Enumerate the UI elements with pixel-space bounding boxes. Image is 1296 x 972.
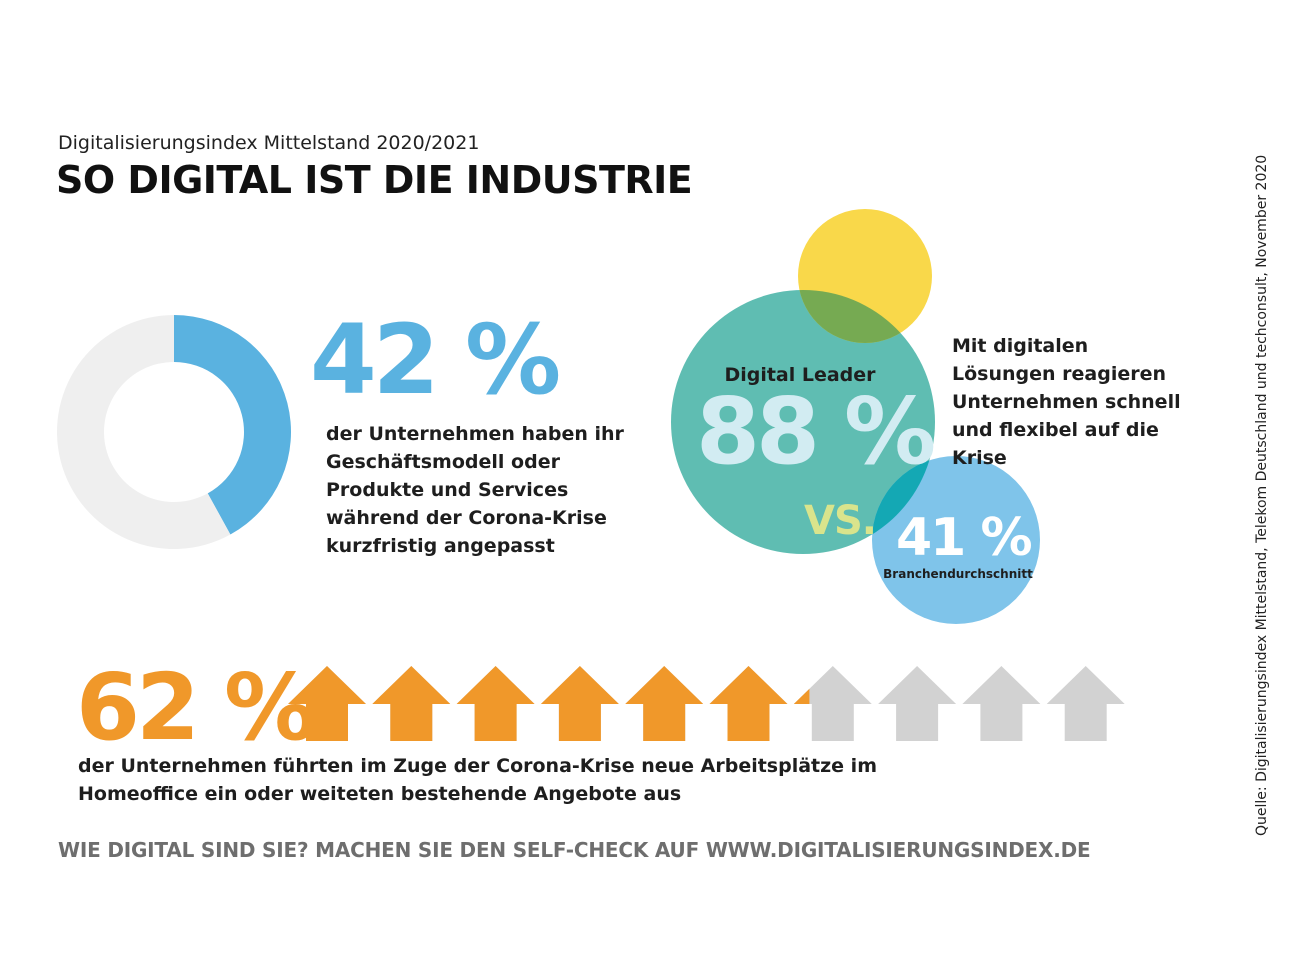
venn-comparison [671,209,1040,624]
homeoffice-description: der Unternehmen führten im Zuge der Coro… [78,755,877,805]
donut-description: der Unternehmen haben ihr Geschäftsmodel… [326,423,624,557]
versus-label: VS. [804,498,877,544]
house-empty-part [962,666,1041,741]
branchendurchschnitt-percentage: 41 % [896,508,1033,568]
house-filled-part [709,666,788,741]
self-check-cta: WIE DIGITAL SIND SIE? MACHEN SIE DEN SEL… [58,838,1091,862]
donut-chart [57,315,292,549]
digital-leader-percentage: 88 % [696,378,936,485]
donut-slice-nicht-angepasst [57,315,231,549]
house-icon [793,666,872,741]
branchendurchschnitt-circle [872,456,1040,624]
house-icon [372,666,451,741]
house-icon [962,666,1041,741]
digital-leader-description: Mit digitalen Lösungen reagieren Unterne… [952,335,1181,469]
house-icon [540,666,619,741]
house-empty-part [878,666,957,741]
house-filled-part [456,666,535,741]
house-filled-part [540,666,619,741]
house-icon-row [288,666,1125,741]
subtitle: Digitalisierungsindex Mittelstand 2020/2… [58,132,480,154]
donut-percentage-label: 42 % [310,304,561,416]
house-filled-part [793,666,810,741]
house-filled-part [625,666,704,741]
source-note: Quelle: Digitalisierungsindex Mittelstan… [1254,154,1270,836]
donut-slice-angepasst [174,315,292,535]
digital-leader-circle [671,290,935,554]
page-title: SO DIGITAL IST DIE INDUSTRIE [56,158,693,202]
house-icon [625,666,704,741]
house-empty-part [1046,666,1125,741]
house-filled-part [372,666,451,741]
homeoffice-percentage-label: 62 % [76,654,316,761]
house-icon [456,666,535,741]
branchendurchschnitt-label: Branchendurchschnitt [883,567,1033,581]
house-icon [1046,666,1125,741]
house-icon [709,666,788,741]
house-icon [878,666,957,741]
digital-leader-label: Digital Leader [724,364,876,386]
